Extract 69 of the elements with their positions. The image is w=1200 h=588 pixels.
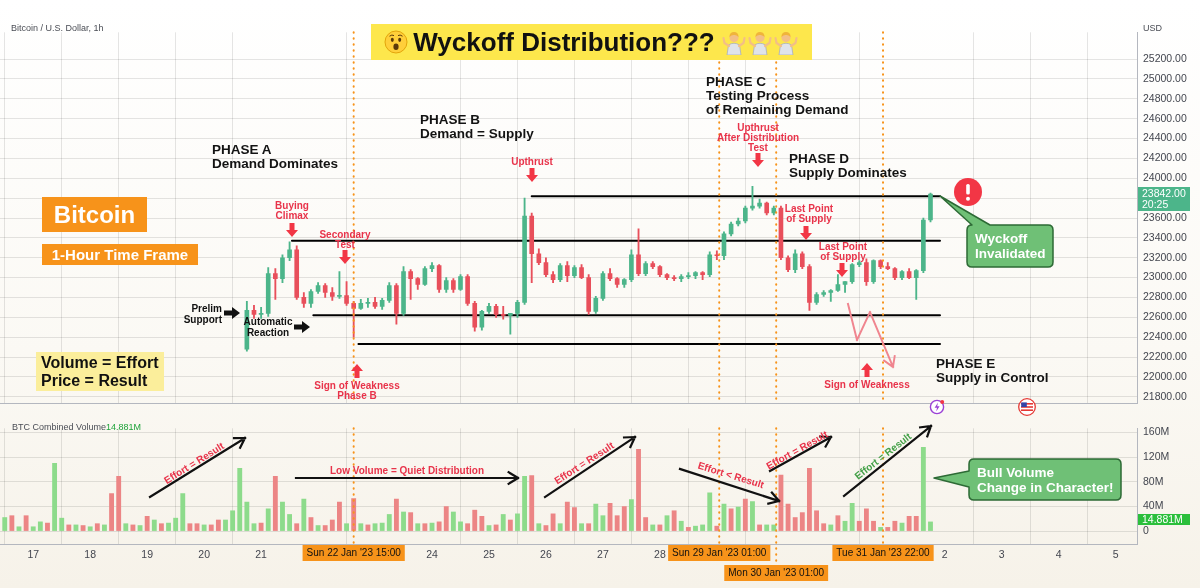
chart-title: Wyckoff Distribution??? bbox=[413, 27, 715, 57]
ref-line-label: Tue 31 Jan '23 22:00 bbox=[836, 546, 931, 558]
annotation: PHASE A Demand Dominates bbox=[212, 142, 339, 171]
y-tick-label: 120M bbox=[1143, 450, 1170, 463]
y-tick-label: 80M bbox=[1143, 474, 1164, 487]
annotation: Bull Volume Change in Character! bbox=[976, 463, 1115, 497]
annotation: 14.881M bbox=[106, 422, 142, 433]
annotation: Sign of Weakness bbox=[824, 379, 910, 390]
annotation: Effort < Result bbox=[696, 459, 766, 491]
x-tick-label: 24 bbox=[426, 547, 439, 560]
y-tick-label: 40M bbox=[1143, 499, 1164, 512]
annotation: PHASE E Supply in Control bbox=[936, 356, 1049, 385]
ref-line-label: Mon 30 Jan '23 01:00 bbox=[728, 566, 825, 578]
ref-line-label: Sun 22 Jan '23 15:00 bbox=[306, 546, 402, 558]
x-tick-label: 4 bbox=[1055, 547, 1062, 560]
y-tick-label: 0 bbox=[1143, 523, 1149, 536]
y-tick-label: 22000.00 bbox=[1143, 369, 1187, 382]
annotation: Bitcoin bbox=[42, 197, 147, 232]
y-tick-label: 23000.00 bbox=[1143, 270, 1187, 283]
annotation: Low Volume = Quiet Distribution bbox=[330, 464, 484, 476]
annotation: Upthrust bbox=[511, 156, 553, 167]
text: 20:25 bbox=[1142, 198, 1170, 210]
x-tick-label: 5 bbox=[1112, 547, 1119, 560]
y-tick-label: 23200.00 bbox=[1143, 250, 1187, 263]
y-tick-label: 21800.00 bbox=[1143, 389, 1187, 402]
text: 14.881M bbox=[1142, 513, 1184, 525]
y-tick-label: 22800.00 bbox=[1143, 290, 1187, 303]
annotation: Last Point of Supply bbox=[784, 203, 834, 224]
annotation: PHASE B Demand = Supply bbox=[420, 112, 534, 141]
chart-title: BTC Combined Volume bbox=[12, 422, 107, 433]
annotation: Prelim Support bbox=[183, 303, 222, 325]
x-tick-label: 17 bbox=[27, 547, 40, 560]
text: 23842.00 bbox=[1142, 187, 1187, 199]
annotation: 1-Hour Time Frame bbox=[42, 244, 198, 265]
y-axis-title: USD bbox=[1143, 23, 1163, 34]
annotation: Volume = Effort Price = Result bbox=[36, 352, 164, 391]
y-tick-label: 22400.00 bbox=[1143, 330, 1187, 343]
annotation: PHASE D Supply Dominates bbox=[789, 151, 907, 180]
y-tick-label: 24400.00 bbox=[1143, 131, 1187, 144]
ref-line-label: Sun 29 Jan '23 01:00 bbox=[672, 546, 767, 558]
x-tick-label: 19 bbox=[141, 547, 154, 560]
annotation: Upthrust After Distribution Test bbox=[716, 122, 800, 153]
y-tick-label: 23400.00 bbox=[1143, 230, 1187, 243]
annotation: Sign of Weakness Phase B bbox=[314, 380, 400, 401]
y-tick-label: 22600.00 bbox=[1143, 310, 1187, 323]
y-tick-label: 25000.00 bbox=[1143, 71, 1187, 84]
chart-subtitle: Bitcoin / U.S. Dollar, 1h bbox=[11, 23, 104, 34]
y-tick-label: 25200.00 bbox=[1143, 52, 1187, 64]
annotation: Buying Climax bbox=[275, 200, 309, 221]
x-tick-label: 25 bbox=[483, 547, 495, 560]
annotation: Secondary Test bbox=[319, 229, 371, 250]
y-tick-label: 160M bbox=[1143, 425, 1170, 438]
x-tick-label: 27 bbox=[597, 547, 609, 560]
annotation: Last Point of Supply bbox=[818, 241, 868, 262]
y-tick-label: 22200.00 bbox=[1143, 349, 1187, 362]
y-tick-label: 24800.00 bbox=[1143, 91, 1187, 104]
annotation: Wyckoff Invalidated bbox=[974, 230, 1047, 263]
x-tick-label: 2 bbox=[941, 547, 948, 560]
annotation: PHASE C Testing Process of Remaining Demand bbox=[706, 74, 849, 117]
y-tick-label: 24200.00 bbox=[1143, 151, 1187, 164]
y-tick-label: 23600.00 bbox=[1143, 210, 1187, 223]
x-tick-label: 18 bbox=[84, 547, 97, 560]
x-tick-label: 28 bbox=[654, 547, 666, 560]
x-tick-label: 26 bbox=[540, 547, 552, 560]
y-tick-label: 24600.00 bbox=[1143, 111, 1187, 124]
x-tick-label: 20 bbox=[198, 547, 211, 560]
y-tick-label: 24000.00 bbox=[1143, 171, 1187, 184]
x-tick-label: 21 bbox=[255, 547, 268, 560]
x-tick-label: 3 bbox=[998, 547, 1005, 560]
